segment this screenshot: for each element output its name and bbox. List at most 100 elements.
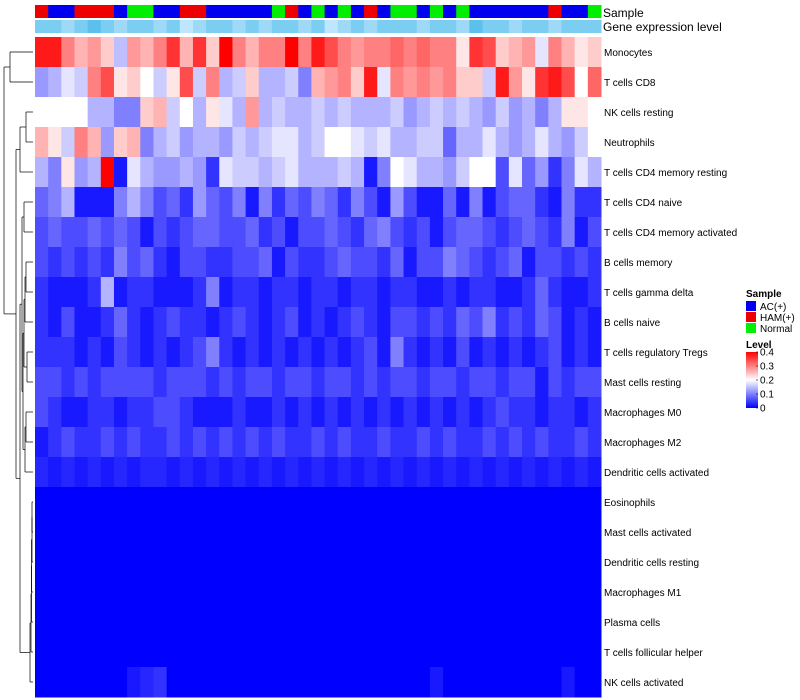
heatmap-cell: [74, 367, 89, 398]
heatmap-cell: [364, 307, 378, 338]
heatmap-cell: [298, 37, 312, 68]
heatmap-cell: [574, 187, 589, 218]
gene-expression-annotation-bar: [35, 20, 602, 33]
sample-annotation-title: Sample: [603, 6, 644, 20]
heatmap-cell: [403, 517, 418, 548]
heatmap-cell: [35, 67, 49, 98]
heatmap-cell: [311, 337, 326, 368]
heatmap-cell: [285, 217, 299, 248]
heatmap-cell: [390, 217, 405, 248]
heatmap-cell: [495, 337, 510, 368]
row-label: B cells memory: [604, 258, 672, 269]
heatmap-cell: [429, 127, 444, 158]
heatmap-cell: [74, 187, 89, 218]
heatmap-cell: [219, 127, 233, 158]
heatmap-cell: [469, 307, 484, 338]
heatmap-cell: [587, 337, 602, 368]
heatmap-cell: [298, 277, 312, 308]
row-label: Monocytes: [604, 48, 652, 59]
heatmap-cell: [337, 307, 352, 338]
heatmap-cell: [324, 277, 339, 308]
heatmap-cell: [206, 367, 220, 398]
heatmap-cell: [390, 667, 405, 698]
heatmap-cell: [298, 637, 312, 668]
heatmap-cell: [166, 187, 181, 218]
heatmap-cell: [443, 367, 457, 398]
heatmap-cell: [140, 337, 154, 368]
heatmap-cell: [140, 577, 154, 608]
heatmap-cell: [548, 397, 563, 428]
heatmap-cell: [443, 247, 457, 278]
heatmap-cell: [350, 37, 365, 68]
heatmap-cell: [87, 457, 102, 488]
heatmap-cell: [377, 67, 391, 98]
heatmap-cell: [587, 367, 602, 398]
heatmap-cell: [179, 457, 194, 488]
row-label: T cells CD4 memory activated: [604, 228, 737, 239]
heatmap-cell: [469, 67, 484, 98]
heatmap-cell: [74, 607, 89, 638]
heatmap-cell: [166, 607, 181, 638]
heatmap-cell: [245, 127, 260, 158]
heatmap-cell: [179, 97, 194, 128]
heatmap-cell: [522, 487, 536, 518]
heatmap-cell: [219, 667, 233, 698]
heatmap-cell: [298, 307, 312, 338]
heatmap-cell: [587, 127, 602, 158]
heatmap-cell: [166, 427, 181, 458]
heatmap-cell: [324, 367, 339, 398]
heatmap-cell: [140, 67, 154, 98]
heatmap-cell: [206, 157, 220, 188]
heatmap-cell: [469, 367, 484, 398]
heatmap-cell: [508, 217, 523, 248]
heatmap-cell: [469, 247, 484, 278]
heatmap-cell: [100, 37, 115, 68]
sample-annotation-cell: [364, 5, 378, 18]
gene-expression-cell: [271, 20, 286, 33]
heatmap-cell: [61, 517, 75, 548]
heatmap-cell: [548, 607, 563, 638]
heatmap-cell: [324, 667, 339, 698]
sample-annotation-bar: [35, 5, 602, 18]
heatmap-cell: [113, 307, 128, 338]
heatmap-cell: [87, 487, 102, 518]
row-label: T cells regulatory Tregs: [604, 348, 708, 359]
heatmap-cell: [574, 607, 589, 638]
heatmap-cell: [271, 247, 286, 278]
heatmap-cell: [179, 67, 194, 98]
heatmap-cell: [87, 187, 102, 218]
heatmap-cell: [87, 67, 102, 98]
heatmap-cell: [74, 37, 89, 68]
heatmap-cell: [535, 577, 549, 608]
heatmap-cell: [113, 457, 128, 488]
heatmap-cell: [113, 667, 128, 698]
heatmap-cell: [574, 397, 589, 428]
heatmap-cell: [443, 67, 457, 98]
heatmap-cell: [311, 37, 326, 68]
heatmap-cell: [390, 127, 405, 158]
heatmap-cell: [469, 397, 484, 428]
heatmap-cell: [61, 487, 75, 518]
heatmap-cell: [469, 127, 484, 158]
heatmap-cell: [456, 577, 470, 608]
heatmap-cell: [390, 607, 405, 638]
heatmap-cell: [587, 37, 602, 68]
heatmap-cell: [377, 517, 391, 548]
gene-expression-cell: [482, 20, 497, 33]
heatmap-cell: [61, 97, 75, 128]
heatmap-cell: [390, 547, 405, 578]
row-label: Macrophages M0: [604, 408, 682, 419]
heatmap-cell: [508, 397, 523, 428]
gene-expression-cell: [535, 20, 549, 33]
heatmap-cell: [219, 307, 233, 338]
sample-annotation-cell: [192, 5, 207, 18]
heatmap-cell: [311, 187, 326, 218]
heatmap-cell: [456, 367, 470, 398]
gene-expression-cell: [219, 20, 233, 33]
heatmap-cell: [179, 607, 194, 638]
heatmap-cell: [337, 547, 352, 578]
heatmap-cell: [206, 457, 220, 488]
heatmap-cell: [522, 427, 536, 458]
sample-annotation-cell: [245, 5, 260, 18]
sample-annotation-cell: [495, 5, 510, 18]
